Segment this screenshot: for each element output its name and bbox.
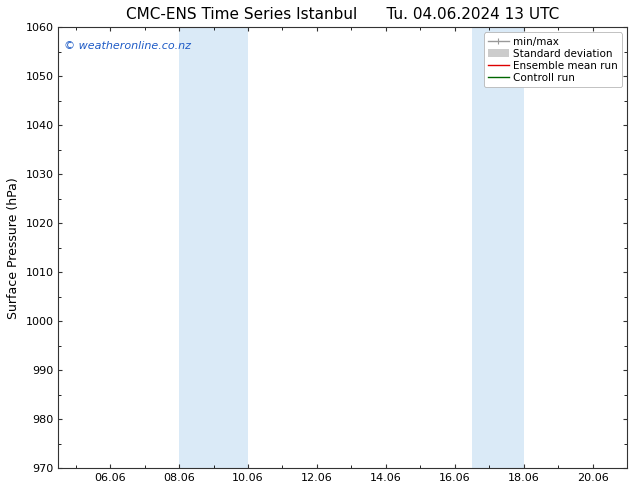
- Bar: [472, 27, 524, 468]
- Text: © weatheronline.co.nz: © weatheronline.co.nz: [64, 41, 191, 50]
- Bar: [179, 27, 248, 468]
- Legend: min/max, Standard deviation, Ensemble mean run, Controll run: min/max, Standard deviation, Ensemble me…: [484, 32, 622, 87]
- Y-axis label: Surface Pressure (hPa): Surface Pressure (hPa): [7, 177, 20, 318]
- Title: CMC-ENS Time Series Istanbul      Tu. 04.06.2024 13 UTC: CMC-ENS Time Series Istanbul Tu. 04.06.2…: [126, 7, 559, 22]
